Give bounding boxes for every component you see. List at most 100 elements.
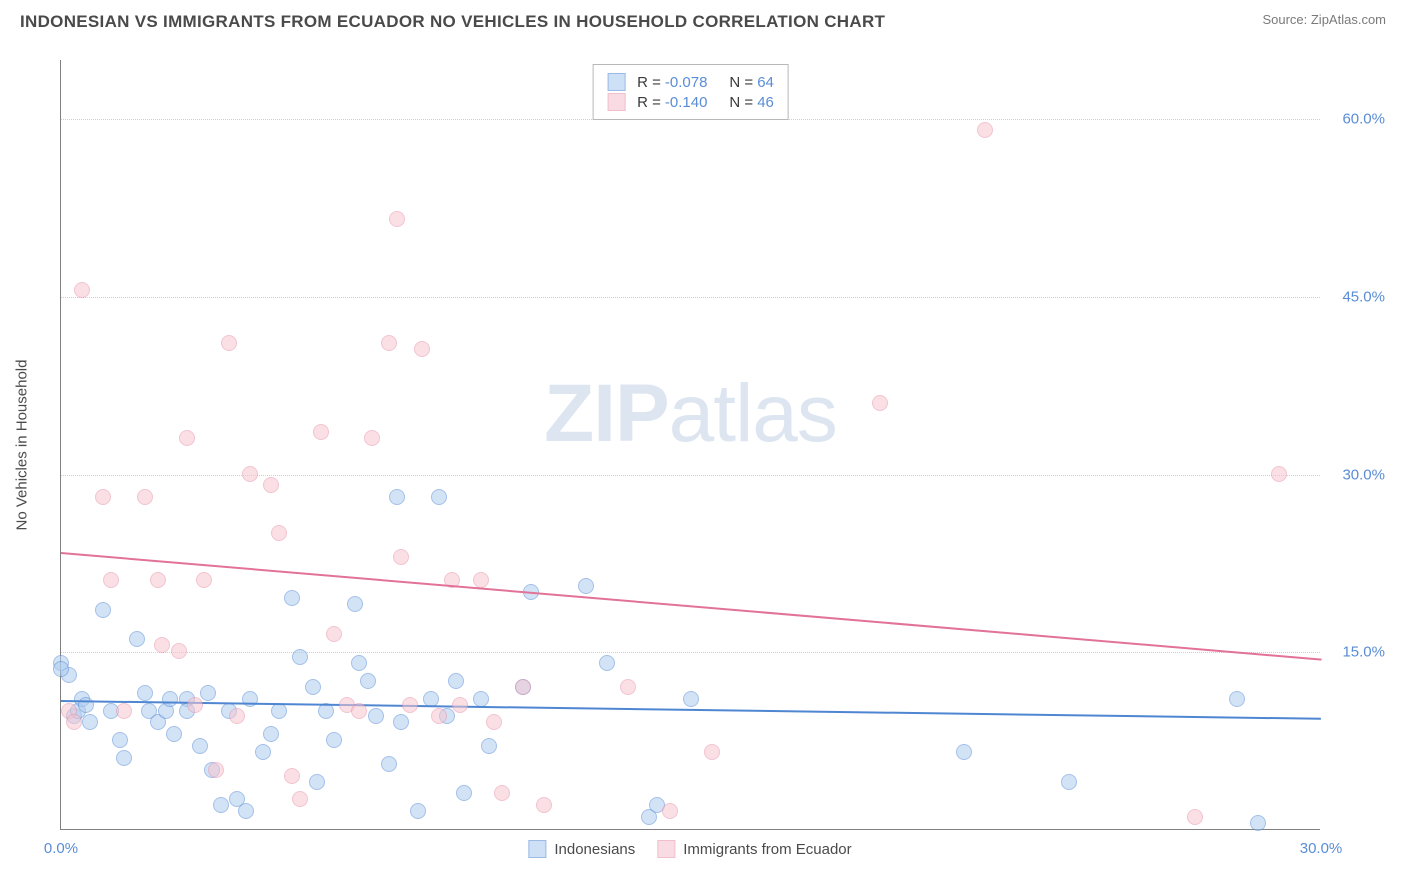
data-point bbox=[410, 803, 426, 819]
data-point bbox=[393, 714, 409, 730]
header: INDONESIAN VS IMMIGRANTS FROM ECUADOR NO… bbox=[0, 0, 1406, 40]
data-point bbox=[599, 655, 615, 671]
data-point bbox=[313, 424, 329, 440]
data-point bbox=[187, 697, 203, 713]
y-tick-label: 45.0% bbox=[1342, 288, 1385, 305]
n-label: N =64 bbox=[729, 74, 773, 91]
data-point bbox=[452, 697, 468, 713]
data-point bbox=[704, 744, 720, 760]
data-point bbox=[456, 785, 472, 801]
data-point bbox=[473, 572, 489, 588]
data-point bbox=[208, 762, 224, 778]
data-point bbox=[536, 797, 552, 813]
data-point bbox=[368, 708, 384, 724]
data-point bbox=[82, 714, 98, 730]
data-point bbox=[414, 341, 430, 357]
data-point bbox=[1229, 691, 1245, 707]
stats-row: R =-0.140 N =46 bbox=[607, 93, 774, 111]
y-tick-label: 60.0% bbox=[1342, 111, 1385, 128]
data-point bbox=[486, 714, 502, 730]
stats-row: R =-0.078N =64 bbox=[607, 73, 774, 91]
legend-label: Immigrants from Ecuador bbox=[683, 841, 851, 858]
data-point bbox=[977, 122, 993, 138]
n-label: N =46 bbox=[729, 94, 773, 111]
data-point bbox=[78, 697, 94, 713]
correlation-chart: ZIPatlas R =-0.078N =64R =-0.140N =46 15… bbox=[60, 60, 1320, 830]
trend-line bbox=[61, 552, 1321, 661]
legend-item: Immigrants from Ecuador bbox=[657, 840, 851, 858]
data-point bbox=[872, 395, 888, 411]
data-point bbox=[473, 691, 489, 707]
data-point bbox=[381, 756, 397, 772]
data-point bbox=[284, 768, 300, 784]
source-credit: Source: ZipAtlas.com bbox=[1262, 12, 1386, 27]
data-point bbox=[129, 631, 145, 647]
data-point bbox=[448, 673, 464, 689]
data-point bbox=[137, 489, 153, 505]
data-point bbox=[238, 803, 254, 819]
data-point bbox=[95, 602, 111, 618]
data-point bbox=[431, 708, 447, 724]
data-point bbox=[263, 477, 279, 493]
data-point bbox=[116, 703, 132, 719]
data-point bbox=[347, 596, 363, 612]
data-point bbox=[166, 726, 182, 742]
data-point bbox=[112, 732, 128, 748]
data-point bbox=[1250, 815, 1266, 831]
data-point bbox=[1187, 809, 1203, 825]
data-point bbox=[74, 282, 90, 298]
data-point bbox=[137, 685, 153, 701]
x-tick-label: 30.0% bbox=[1300, 840, 1343, 857]
data-point bbox=[162, 691, 178, 707]
data-point bbox=[66, 714, 82, 730]
data-point bbox=[271, 525, 287, 541]
series-legend: Indonesians Immigrants from Ecuador bbox=[528, 840, 851, 858]
legend-swatch bbox=[657, 840, 675, 858]
data-point bbox=[292, 649, 308, 665]
data-point bbox=[1061, 774, 1077, 790]
page-title: INDONESIAN VS IMMIGRANTS FROM ECUADOR NO… bbox=[20, 12, 885, 32]
data-point bbox=[305, 679, 321, 695]
data-point bbox=[494, 785, 510, 801]
data-point bbox=[364, 430, 380, 446]
data-point bbox=[284, 590, 300, 606]
data-point bbox=[1271, 466, 1287, 482]
data-point bbox=[389, 489, 405, 505]
r-label: R =-0.140 bbox=[637, 94, 707, 111]
y-tick-label: 30.0% bbox=[1342, 466, 1385, 483]
data-point bbox=[292, 791, 308, 807]
data-point bbox=[620, 679, 636, 695]
data-point bbox=[662, 803, 678, 819]
data-point bbox=[481, 738, 497, 754]
data-point bbox=[381, 335, 397, 351]
data-point bbox=[360, 673, 376, 689]
legend-label: Indonesians bbox=[554, 841, 635, 858]
data-point bbox=[326, 732, 342, 748]
legend-swatch bbox=[607, 93, 625, 111]
data-point bbox=[242, 466, 258, 482]
data-point bbox=[263, 726, 279, 742]
watermark: ZIPatlas bbox=[544, 367, 837, 461]
gridline bbox=[61, 297, 1320, 298]
gridline bbox=[61, 652, 1320, 653]
data-point bbox=[116, 750, 132, 766]
data-point bbox=[192, 738, 208, 754]
data-point bbox=[213, 797, 229, 813]
plot-area: ZIPatlas R =-0.078N =64R =-0.140N =46 15… bbox=[60, 60, 1320, 830]
data-point bbox=[393, 549, 409, 565]
y-tick-label: 15.0% bbox=[1342, 644, 1385, 661]
data-point bbox=[578, 578, 594, 594]
stats-legend: R =-0.078N =64 R =-0.140 N =46 bbox=[592, 64, 789, 120]
x-tick-label: 0.0% bbox=[44, 840, 78, 857]
data-point bbox=[103, 572, 119, 588]
data-point bbox=[229, 708, 245, 724]
data-point bbox=[351, 655, 367, 671]
data-point bbox=[683, 691, 699, 707]
data-point bbox=[154, 637, 170, 653]
data-point bbox=[515, 679, 531, 695]
data-point bbox=[431, 489, 447, 505]
data-point bbox=[351, 703, 367, 719]
data-point bbox=[956, 744, 972, 760]
legend-item: Indonesians bbox=[528, 840, 635, 858]
data-point bbox=[389, 211, 405, 227]
